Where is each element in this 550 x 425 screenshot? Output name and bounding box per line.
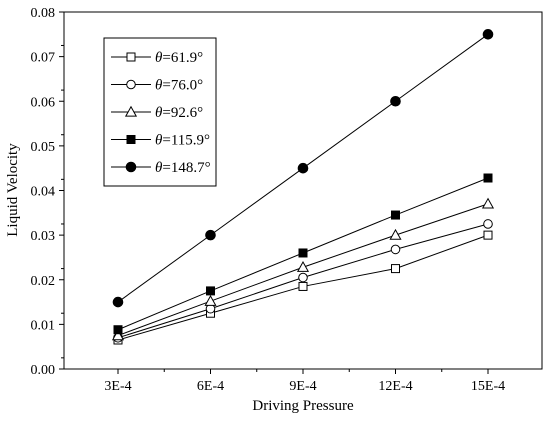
data-point [389,228,402,240]
legend-theta-symbol: θ [155,160,163,176]
legend-theta-symbol: θ [155,78,163,94]
x-tick-label: 12E-4 [378,379,412,394]
legend-marker [124,105,138,117]
data-point [206,286,215,296]
axes: 0.00 0.01 0.02 0.03 0.04 0.05 0.06 0.07 0.08 3E-4… [31,6,543,394]
legend-label: θ=92.6° [155,105,203,121]
y-tick-label: 0.04 [31,185,56,200]
data-point [298,272,308,283]
y-axis-label: Liquid Velocity [5,143,21,237]
legend: θ=61.9°θ=76.0°θ=92.6°θ=115.9°θ=148.7° [103,37,217,187]
data-point [204,294,217,306]
data-point [391,210,400,220]
legend-marker [126,135,136,144]
data-point [111,329,125,341]
series-group [111,29,495,345]
legend-theta-value: =61.9° [162,50,203,66]
legend-theta-value: =76.0° [162,78,203,94]
x-tick-label: 6E-4 [197,379,224,394]
y-tick-label: 0.07 [31,51,56,66]
legend-marker [126,52,136,62]
legend-entry: θ=92.6° [111,105,203,121]
y-tick-label: 0.03 [31,229,56,244]
legend-theta-symbol: θ [155,105,163,121]
data-point [483,173,493,183]
y-tick-label: 0.02 [31,274,56,289]
series-2 [113,219,493,343]
legend-marker [125,161,137,173]
legend-label: θ=76.0° [155,78,203,94]
legend-entry: θ=61.9° [111,50,203,66]
legend-theta-symbol: θ [155,50,163,66]
series-3 [111,197,495,341]
y-tick-label: 0.06 [31,95,56,110]
data-point [298,281,308,291]
data-point [482,29,494,40]
x-axis-label: Driving Pressure [252,398,354,414]
data-point [481,197,495,209]
x-tick-label: 9E-4 [289,379,316,394]
data-point [298,248,308,258]
y-tick-label: 0.00 [31,363,56,378]
data-point [113,325,123,335]
data-point [112,296,124,308]
legend-theta-value: =148.7° [162,160,210,176]
y-tick-label: 0.08 [31,6,56,21]
legend-label: θ=61.9° [155,50,203,66]
legend-label: θ=115.9° [155,133,210,149]
series-4 [113,173,493,335]
y-tick-label: 0.05 [31,140,56,155]
legend-theta-symbol: θ [155,133,163,149]
x-tick-label: 15E-4 [471,379,505,394]
data-point [205,229,216,241]
legend-marker [126,79,136,90]
data-point [297,162,309,174]
legend-theta-value: =92.6° [162,105,203,121]
legend-entry: θ=76.0° [111,78,203,94]
data-point [391,264,400,274]
x-tick-label: 3E-4 [104,379,131,394]
legend-theta-value: =115.9° [162,133,210,149]
series-5 [112,29,494,308]
data-point [483,230,493,240]
legend-entry: θ=115.9° [111,133,210,149]
legend-label: θ=148.7° [155,160,211,176]
series-1 [113,230,493,345]
data-point [483,219,493,229]
legend-entry: θ=148.7° [111,160,211,176]
y-tick-label: 0.01 [31,318,56,333]
data-point [390,95,401,107]
data-point [296,261,310,272]
data-point [390,244,401,255]
